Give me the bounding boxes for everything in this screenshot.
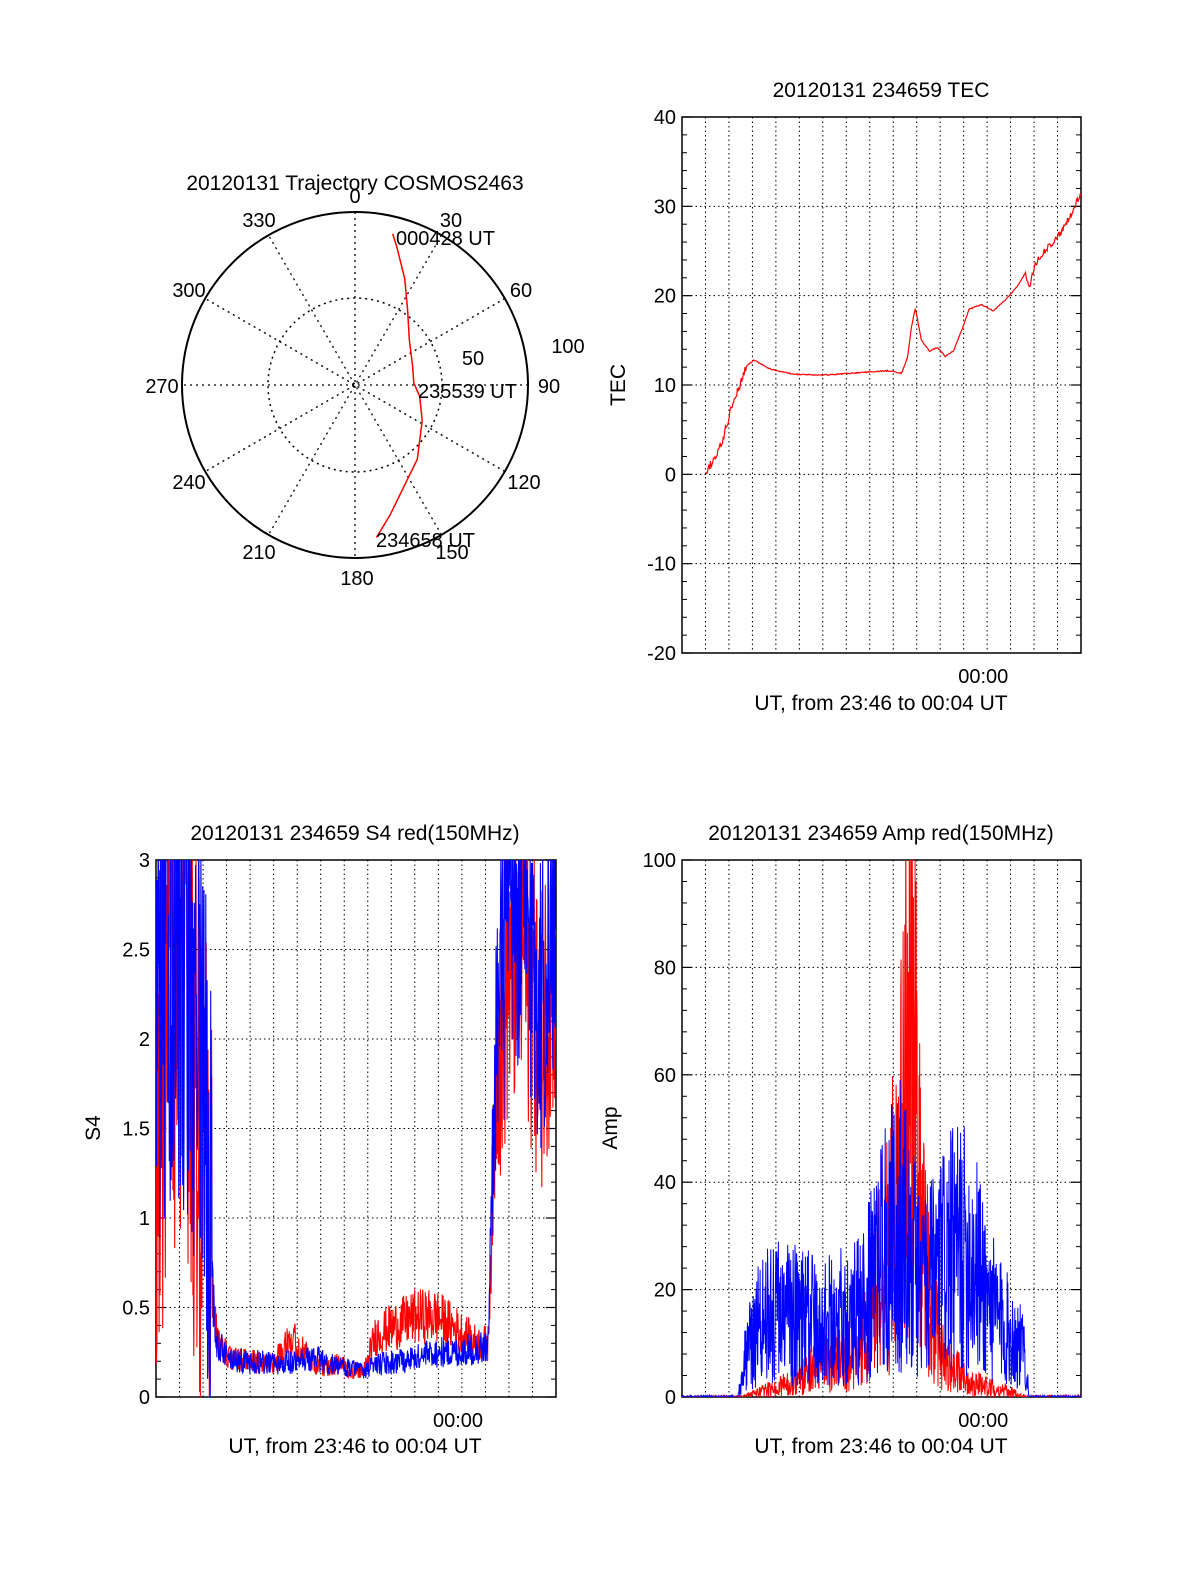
trajectory-title: 20120131 Trajectory COSMOS2463: [186, 172, 523, 195]
amp-series-red: [682, 860, 1081, 1397]
s4-ytick-label: 2: [139, 1029, 150, 1051]
angle-label-30: 30: [440, 210, 462, 232]
polar-angle-labels: 0 30 60 90 120 150 180 210 240 270 300 3…: [145, 186, 584, 590]
tec-ytick-label: -20: [647, 643, 676, 665]
polar-spoke-30: [267, 234, 443, 536]
angle-label-330: 330: [242, 210, 275, 232]
tec-ytick-label: 0: [665, 464, 676, 486]
amp-plot-area: 0 20 40 60 80 100 00:00: [643, 850, 1082, 1432]
radius-label-100: 100: [551, 336, 584, 358]
s4-ytick-label: 1.5: [122, 1119, 150, 1141]
s4-plot-area: 0 0.5 1 1.5 2 2.5 3 00:00: [122, 850, 557, 1432]
angle-label-60: 60: [510, 280, 532, 302]
amp-series-group: [682, 860, 1081, 1397]
amp-chart: 20120131 234659 Amp red(150MHz) UT, from…: [599, 822, 1082, 1458]
angle-label-120: 120: [507, 472, 540, 494]
amp-ytick-label: 60: [654, 1065, 676, 1087]
polar-spoke-60: [204, 297, 506, 473]
amp-xlabel: UT, from 23:46 to 00:04 UT: [754, 1435, 1007, 1458]
polar-inner-circle: [267, 297, 443, 473]
polar-spokes: [182, 212, 528, 558]
s4-xtick-label: 00:00: [433, 1410, 483, 1432]
tec-series-red: [705, 193, 1081, 475]
amp-frame: [681, 859, 1082, 1398]
polar-spoke-150: [267, 234, 443, 536]
s4-xlabel: UT, from 23:46 to 00:04 UT: [228, 1435, 481, 1458]
trajectory-track: [375, 233, 423, 538]
amp-series-blue: [682, 1079, 1081, 1397]
amp-xtick-label: 00:00: [958, 1410, 1008, 1432]
tec-chart: 20120131 234659 TEC UT, from 23:46 to 00…: [607, 79, 1082, 715]
tec-series-group: [705, 193, 1081, 475]
radius-label-50: 50: [462, 348, 484, 370]
tec-plot-area: -20 -10 0 10 20 30 40 00:00: [647, 107, 1082, 688]
s4-ytick-label: 3: [139, 850, 150, 872]
angle-label-90: 90: [538, 376, 560, 398]
s4-ytick-label: 1: [139, 1208, 150, 1230]
s4-series-group: [156, 860, 556, 1397]
s4-series-blue: [156, 860, 556, 1397]
polar-spoke-120: [204, 297, 506, 473]
tec-xtick-label: 00:00: [958, 666, 1008, 688]
tec-xlabel: UT, from 23:46 to 00:04 UT: [754, 692, 1007, 715]
s4-chart: 20120131 234659 S4 red(150MHz) UT, from …: [82, 822, 557, 1458]
s4-title: 20120131 234659 S4 red(150MHz): [190, 822, 519, 845]
angle-label-180: 180: [340, 568, 373, 590]
trajectory-polar-plot: 20120131 Trajectory COSMOS2463 0 30 60 9…: [145, 172, 584, 590]
trajectory-start-label: 234658 UT: [376, 530, 475, 552]
tec-title: 20120131 234659 TEC: [773, 79, 990, 102]
angle-label-240: 240: [172, 472, 205, 494]
tec-ytick-label: 20: [654, 286, 676, 308]
amp-ylabel: Amp: [599, 1106, 622, 1149]
amp-ytick-label: 80: [654, 957, 676, 979]
angle-label-210: 210: [242, 542, 275, 564]
tec-ytick-label: 40: [654, 107, 676, 129]
trajectory-mid-label: 235539 UT: [418, 381, 517, 403]
angle-label-300: 300: [172, 280, 205, 302]
amp-title: 20120131 234659 Amp red(150MHz): [708, 822, 1054, 845]
amp-ytick-label: 100: [643, 850, 676, 872]
amp-ytick-label: 20: [654, 1280, 676, 1302]
s4-ytick-label: 0.5: [122, 1298, 150, 1320]
tec-ylabel: TEC: [607, 364, 630, 406]
tec-ytick-label: -10: [647, 554, 676, 576]
s4-ylabel: S4: [82, 1115, 105, 1141]
s4-ytick-label: 0: [139, 1387, 150, 1409]
amp-ytick-label: 0: [665, 1387, 676, 1409]
angle-label-150: 150: [435, 542, 468, 564]
s4-ytick-label: 2.5: [122, 940, 150, 962]
tec-ytick-label: 30: [654, 196, 676, 218]
tec-ytick-label: 10: [654, 375, 676, 397]
amp-ytick-label: 40: [654, 1172, 676, 1194]
angle-label-270: 270: [145, 376, 178, 398]
angle-label-0: 0: [349, 186, 360, 208]
trajectory-end-label: 000428 UT: [396, 228, 495, 250]
